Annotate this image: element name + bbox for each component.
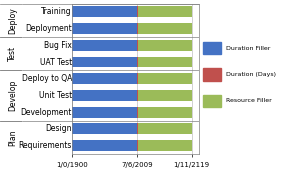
Text: Bug Fix: Bug Fix — [44, 41, 72, 50]
Bar — [138, 107, 192, 118]
Text: Unit Test: Unit Test — [39, 91, 72, 100]
Bar — [72, 57, 137, 68]
Bar — [72, 73, 137, 84]
Bar — [72, 23, 137, 34]
Bar — [72, 140, 137, 151]
Bar — [72, 90, 137, 101]
Bar — [138, 40, 192, 51]
Text: Plan: Plan — [8, 129, 18, 146]
Bar — [137, 40, 138, 51]
Bar — [138, 90, 192, 101]
Bar — [72, 107, 137, 118]
Bar — [203, 68, 221, 80]
Bar — [137, 124, 138, 134]
Bar — [138, 23, 192, 34]
Bar — [138, 124, 192, 134]
Bar — [203, 42, 221, 54]
Bar — [72, 124, 137, 134]
Bar — [137, 6, 138, 17]
Text: Training: Training — [41, 7, 72, 16]
Bar — [138, 140, 192, 151]
Text: Deploy to QA: Deploy to QA — [22, 74, 72, 83]
Text: Development: Development — [21, 108, 72, 117]
Text: UAT Test: UAT Test — [40, 58, 72, 66]
Text: Duration (Days): Duration (Days) — [226, 72, 276, 77]
Bar — [72, 6, 137, 17]
Bar — [72, 40, 137, 51]
Bar — [137, 90, 138, 101]
Text: Duration Filler: Duration Filler — [226, 46, 270, 51]
Text: Resource Filler: Resource Filler — [226, 98, 272, 103]
Bar — [203, 94, 221, 107]
Text: Requirements: Requirements — [19, 141, 72, 150]
Bar — [137, 57, 138, 68]
Bar — [137, 23, 138, 34]
Text: Deployment: Deployment — [25, 24, 72, 33]
Bar — [137, 107, 138, 118]
Text: Develop: Develop — [8, 80, 18, 111]
Text: Test: Test — [8, 46, 18, 61]
Bar — [138, 73, 192, 84]
Bar — [137, 140, 138, 151]
Bar — [138, 6, 192, 17]
Text: Deploy: Deploy — [8, 7, 18, 34]
Bar — [137, 73, 138, 84]
Bar — [138, 57, 192, 68]
Text: Design: Design — [46, 124, 72, 133]
